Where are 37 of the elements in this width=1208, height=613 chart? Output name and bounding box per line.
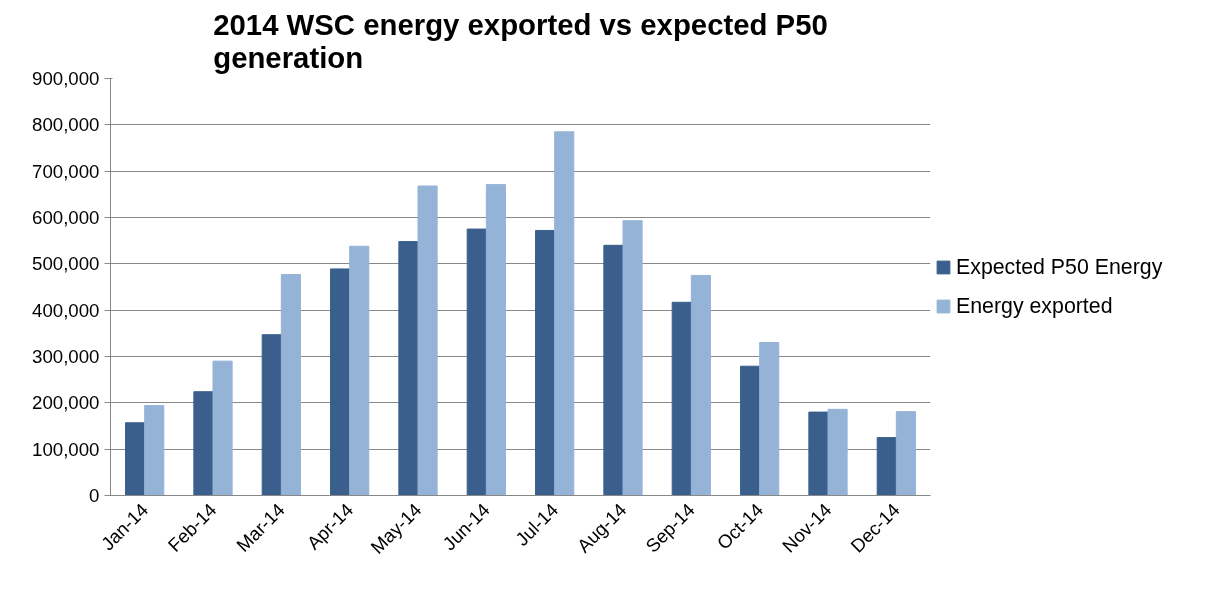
- y-tick-label: 800,000: [32, 114, 100, 136]
- bar: [808, 411, 829, 496]
- y-tick-label: 700,000: [32, 160, 100, 182]
- y-tick-label: 500,000: [32, 253, 100, 275]
- bar: [535, 229, 556, 496]
- bar: [193, 391, 214, 496]
- bar: [417, 185, 438, 496]
- bar: [261, 334, 282, 496]
- bar: [876, 437, 897, 496]
- bar: [690, 274, 711, 496]
- bar: [603, 244, 624, 496]
- chart-title: 2014 WSC energy exported vs expected P50 generation: [213, 7, 828, 74]
- bar: [895, 411, 916, 496]
- bar: [330, 268, 351, 496]
- bar: [280, 273, 301, 496]
- bar: [554, 131, 575, 496]
- legend-label: Expected P50 Energy: [956, 254, 1163, 280]
- bar: [671, 301, 692, 496]
- y-tick-label: 100,000: [32, 438, 100, 460]
- bar: [212, 360, 233, 496]
- y-tick-label: 200,000: [32, 392, 100, 414]
- y-tick-label: 900,000: [32, 68, 100, 89]
- y-tick-label: 600,000: [32, 207, 100, 228]
- bar: [622, 220, 643, 496]
- legend-label: Energy exported: [956, 293, 1113, 319]
- y-tick-label: 0: [89, 485, 100, 506]
- bar: [466, 228, 487, 496]
- y-tick-label: 400,000: [32, 299, 100, 321]
- bar: [144, 405, 165, 496]
- bar: [740, 365, 761, 496]
- y-tick-label: 300,000: [32, 346, 100, 367]
- bar: [485, 184, 506, 496]
- bar: [827, 408, 848, 496]
- bar: [125, 422, 146, 496]
- bar: [349, 245, 370, 496]
- bar: [398, 241, 419, 496]
- bar: [759, 342, 780, 496]
